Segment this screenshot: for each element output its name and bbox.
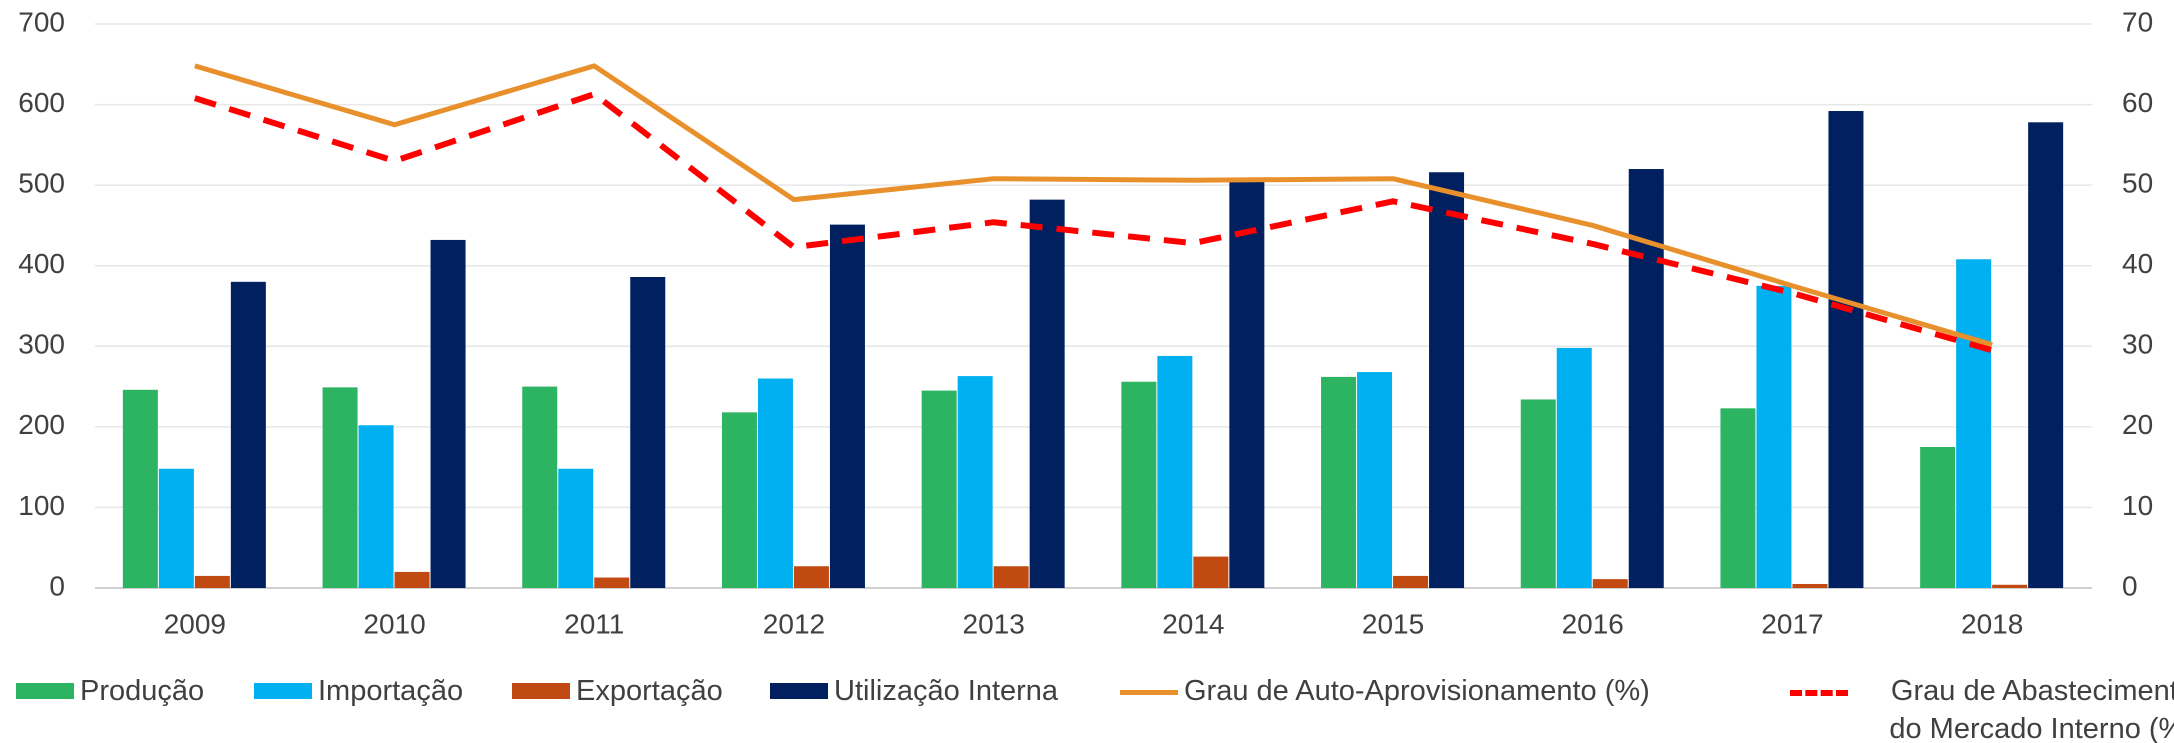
legend-swatch [512,683,570,699]
y2-tick-label: 70 [2122,6,2153,37]
legend-swatch [254,683,312,699]
x-tick-label: 2012 [763,608,825,639]
bar [1628,169,1664,588]
bar [1429,172,1465,588]
y2-tick-label: 50 [2122,168,2153,199]
bar [194,575,230,588]
bar [721,412,757,588]
bar [430,239,466,588]
x-tick-label: 2016 [1562,608,1624,639]
legend-item: Utilização Interna [770,672,1058,710]
bar [158,468,194,588]
x-tick-label: 2010 [363,608,425,639]
legend-label: Utilização Interna [834,675,1059,707]
legend-swatch [1120,690,1178,695]
bar [957,376,993,588]
bar [921,390,957,588]
bar [358,425,394,588]
bar [594,577,630,588]
line-series [194,63,1993,348]
y-tick-label: 300 [18,329,65,360]
bar [1756,285,1792,588]
bar [1920,447,1956,588]
legend-label: Grau de Abastecimento do Mercado Interno… [1889,675,2174,743]
bar [1992,584,2028,588]
y2-tick-label: 30 [2122,329,2153,360]
x-tick-label: 2011 [564,608,624,639]
y-tick-label: 700 [18,6,65,37]
legend-item: Grau de Abastecimento do Mercado Interno… [1790,672,2174,743]
legend-swatch [770,683,828,699]
bar [1121,381,1157,588]
y-tick-label: 400 [18,248,65,279]
bar [1393,575,1429,588]
legend-label: Produção [80,675,205,707]
bar [829,224,865,588]
y-tick-label: 500 [18,168,65,199]
bar [1357,372,1393,588]
legend-item: Importação [254,672,463,710]
legend-item: Produção [16,672,204,710]
legend-label: Importação [318,675,464,707]
bar [793,566,829,588]
x-tick-label: 2017 [1761,608,1823,639]
bar [1193,556,1229,588]
bar [630,276,666,588]
bar [1828,111,1864,588]
legend-item: Grau de Auto-Aprovisionamento (%) [1120,672,1650,710]
bar [522,386,558,588]
bar [394,571,430,588]
bar [1229,181,1265,588]
bar [1592,579,1628,588]
y-tick-label: 100 [18,490,65,521]
bar [757,378,793,588]
chart: 0 100 200 300 400 500 600 700 0 10 20 30 40 50 60 70 200… [18,6,2153,639]
y2-tick-label: 60 [2122,87,2153,118]
bar [1956,259,1992,588]
bar [230,281,266,588]
bar [122,389,158,588]
y2-tick-label: 20 [2122,409,2153,440]
bar [1520,399,1556,588]
legend-swatch [16,683,74,699]
legend-label: Exportação [576,675,723,707]
bar [1720,408,1756,588]
bar [1321,376,1357,588]
bar [993,566,1029,588]
bar [322,387,358,588]
y2-tick-label: 40 [2122,248,2153,279]
legend-item: Exportação [512,672,723,710]
bar [1792,583,1828,588]
bar [1029,199,1065,588]
bar [1556,347,1592,588]
x-tick-label: 2013 [963,608,1025,639]
bar [558,468,594,588]
x-tick-label: 2009 [164,608,226,639]
y-tick-label: 600 [18,87,65,118]
x-tick-label: 2014 [1162,608,1224,639]
bar [1157,355,1193,588]
y2-tick-label: 0 [2122,570,2138,601]
legend-label: Grau de Auto-Aprovisionamento (%) [1184,675,1650,707]
bar [2028,122,2064,588]
line-series [193,91,1993,354]
y-tick-label: 0 [49,570,65,601]
legend-swatch [1790,690,1848,696]
y2-tick-label: 10 [2122,490,2153,521]
x-tick-label: 2018 [1961,608,2023,639]
x-tick-label: 2015 [1362,608,1424,639]
y-tick-label: 200 [18,409,65,440]
